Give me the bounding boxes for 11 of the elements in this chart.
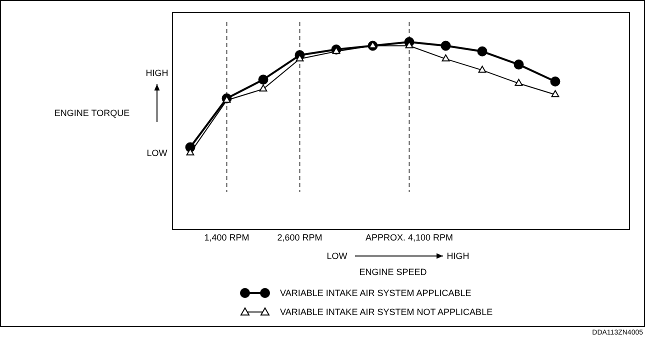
x-axis-title: ENGINE SPEED <box>359 267 427 277</box>
x-tick-label: APPROX. 4,100 RPM <box>365 232 454 242</box>
x-tick-label: 2,600 RPM <box>277 232 322 242</box>
text: HIGH <box>446 251 470 261</box>
y-axis-title: ENGINE TORQUE <box>54 108 130 118</box>
legend-label: VARIABLE INTAKE AIR SYSTEM NOT APPLICABLE <box>280 307 493 317</box>
legend-label: VARIABLE INTAKE AIR SYSTEM APPLICABLE <box>280 288 472 298</box>
text: LOW <box>146 148 168 158</box>
text: HIGH <box>146 68 168 78</box>
text: LOW <box>326 251 348 261</box>
x-tick-label: 1,400 RPM <box>204 232 250 242</box>
